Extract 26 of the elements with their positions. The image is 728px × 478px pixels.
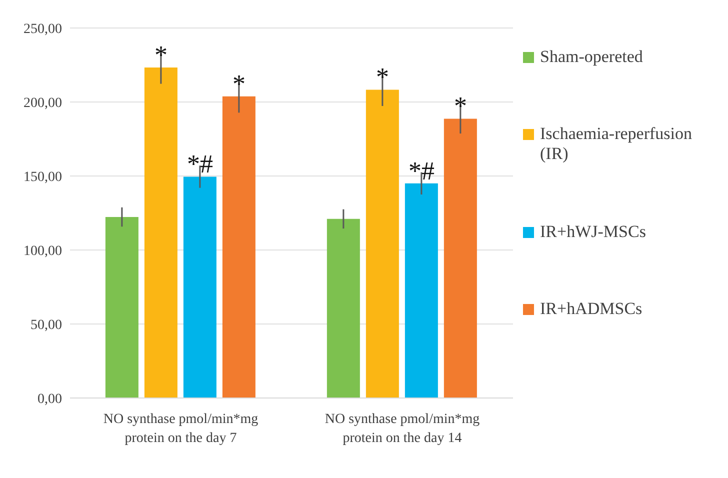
y-tick-label: 0,00 — [38, 392, 62, 407]
legend-label: IR+hADMSCs — [540, 299, 644, 320]
legend-label: IR+hWJ-MSCs — [540, 222, 647, 242]
y-tick-label: 50,00 — [30, 318, 62, 333]
data-label: * — [454, 92, 467, 121]
bar — [404, 183, 438, 398]
bar — [326, 218, 360, 398]
legend-label: Sham-opereted — [540, 46, 644, 67]
bar — [366, 90, 399, 398]
bar — [183, 176, 216, 398]
y-tick-label: 200,00 — [24, 96, 62, 111]
data-label: * — [232, 69, 246, 98]
data-label: *# — [186, 150, 213, 179]
bar — [105, 216, 138, 398]
bar — [144, 68, 178, 398]
bar — [444, 118, 477, 398]
legend-label: Ischaemia-reperfusion (IR) — [540, 124, 693, 164]
data-label: *# — [408, 156, 434, 186]
y-tick-label: 100,00 — [24, 244, 62, 259]
y-tick-label: 250,00 — [24, 22, 62, 37]
x-tick-label: NO synthase pmol/min*mg protein on the day 7 — [102, 411, 260, 448]
data-label: * — [376, 62, 389, 92]
x-tick-label: NO synthase pmol/min*mg protein on the day 14 — [324, 411, 481, 448]
data-label: * — [154, 40, 168, 70]
y-tick-label: 150,00 — [24, 170, 62, 185]
bar — [222, 96, 256, 398]
